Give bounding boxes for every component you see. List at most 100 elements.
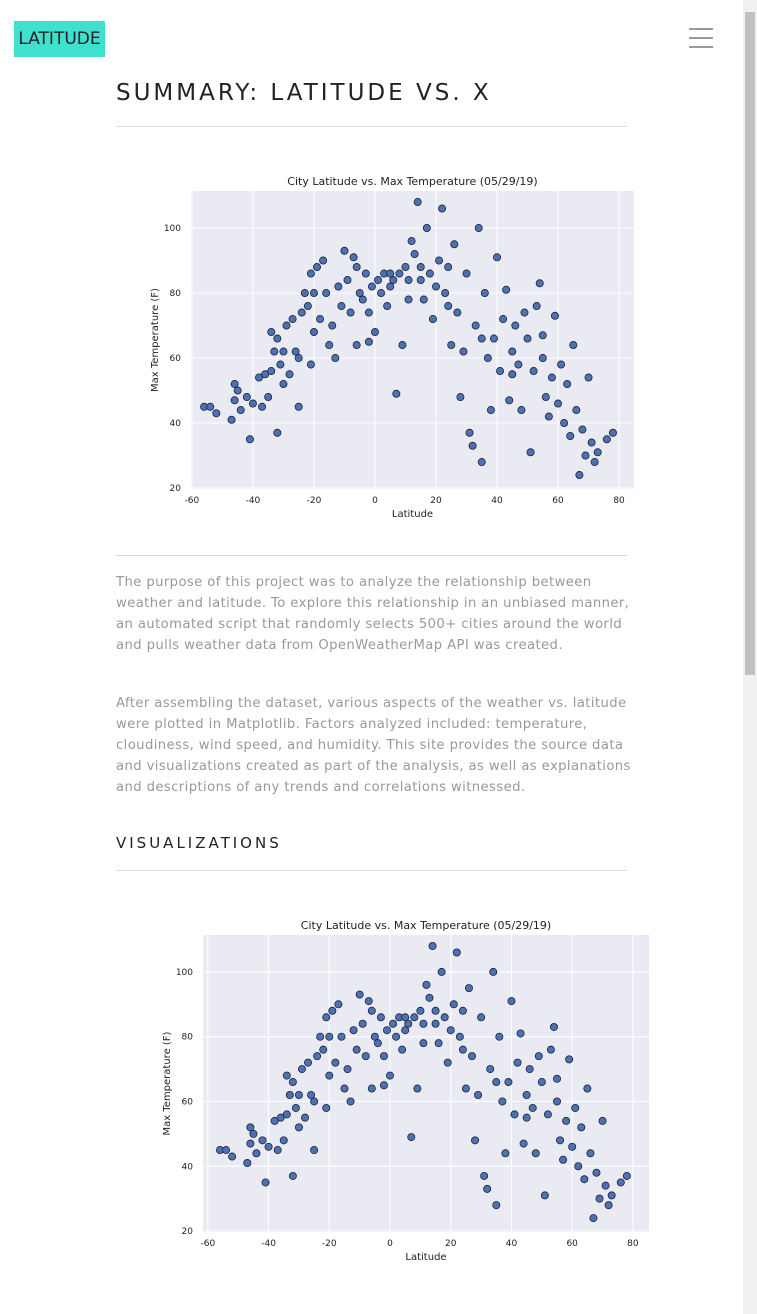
- paragraph: The purpose of this project was to analy…: [116, 575, 630, 653]
- point: [607, 1191, 616, 1200]
- point: [386, 282, 395, 291]
- point: [547, 373, 556, 382]
- point: [584, 373, 593, 382]
- point: [206, 402, 215, 411]
- point: [325, 1032, 334, 1041]
- point: [355, 289, 364, 298]
- point: [273, 428, 282, 437]
- y-tick-label: 20: [170, 484, 182, 494]
- section-title: VISUALIZATIONS: [116, 834, 282, 852]
- point: [392, 1032, 401, 1041]
- divider: [116, 555, 627, 556]
- point: [486, 406, 495, 415]
- point: [386, 1071, 395, 1080]
- point: [258, 1136, 267, 1145]
- point: [456, 393, 465, 402]
- brand[interactable]: LATITUDE: [14, 21, 105, 57]
- point: [416, 1006, 425, 1015]
- point: [477, 334, 486, 343]
- point: [443, 1058, 452, 1067]
- divider: [116, 126, 627, 127]
- point: [407, 237, 416, 246]
- x-tick-label: 40: [506, 1239, 518, 1249]
- point: [246, 1123, 255, 1132]
- point: [514, 360, 523, 369]
- point: [431, 282, 440, 291]
- point: [592, 1168, 601, 1177]
- point: [294, 1090, 303, 1099]
- point: [435, 256, 444, 265]
- point: [328, 321, 337, 330]
- point: [349, 253, 358, 262]
- x-axis-label: Latitude: [405, 1252, 446, 1263]
- point: [264, 393, 273, 402]
- point: [471, 1136, 480, 1145]
- chart-title: City Latitude vs. Max Temperature (05/29…: [287, 175, 537, 188]
- point: [304, 1058, 313, 1067]
- point: [343, 1065, 352, 1074]
- point: [608, 428, 617, 437]
- point: [495, 1032, 504, 1041]
- point: [267, 328, 276, 337]
- menu-button[interactable]: [689, 28, 713, 48]
- y-tick-label: 80: [182, 1033, 194, 1043]
- point: [291, 1103, 300, 1112]
- point: [410, 250, 419, 259]
- point: [294, 354, 303, 363]
- point: [416, 276, 425, 285]
- x-tick-label: 80: [613, 496, 625, 506]
- point: [458, 1006, 467, 1015]
- point: [563, 380, 572, 389]
- point: [301, 1113, 310, 1122]
- point: [566, 432, 575, 441]
- point: [480, 1171, 489, 1180]
- point: [565, 1055, 574, 1064]
- point: [498, 1097, 507, 1106]
- y-tick-label: 100: [164, 224, 181, 234]
- point: [544, 412, 553, 421]
- point: [549, 1022, 558, 1031]
- point: [306, 269, 315, 278]
- point: [568, 1142, 577, 1151]
- point: [355, 990, 364, 999]
- point: [507, 997, 516, 1006]
- point: [222, 1146, 231, 1155]
- point: [407, 1133, 416, 1142]
- scrollbar-thumb[interactable]: [745, 12, 755, 675]
- point: [291, 347, 300, 356]
- point: [571, 1103, 580, 1112]
- point: [282, 1110, 291, 1119]
- chart: -60 -40 -20 0 20 40 60 80 20 40 60 80 100 City Latitu…: [150, 175, 634, 520]
- point: [511, 321, 520, 330]
- point: [422, 980, 431, 989]
- point: [577, 1123, 586, 1132]
- point: [340, 1084, 349, 1093]
- point: [523, 334, 532, 343]
- x-tick-label: 20: [430, 496, 442, 506]
- point: [395, 269, 404, 278]
- x-tick-label: -60: [201, 1239, 216, 1249]
- scrollbar[interactable]: [743, 0, 757, 1314]
- point: [520, 308, 529, 317]
- divider: [116, 870, 627, 871]
- point: [392, 389, 401, 398]
- point: [502, 285, 511, 294]
- point: [616, 1178, 625, 1187]
- point: [532, 302, 541, 311]
- point: [453, 308, 462, 317]
- y-tick-label: 40: [170, 419, 182, 429]
- point: [538, 331, 547, 340]
- point: [346, 308, 355, 317]
- point: [492, 1078, 501, 1087]
- point: [590, 458, 599, 467]
- point: [574, 1162, 583, 1171]
- chart: -60 -40 -20 0 20 40 60 80 20 40 60 80 100 City Latitu…: [162, 919, 649, 1263]
- point: [531, 1149, 540, 1158]
- point: [389, 276, 398, 285]
- point: [431, 1019, 440, 1028]
- point: [428, 315, 437, 324]
- point: [468, 441, 477, 450]
- point: [398, 341, 407, 350]
- plot-area: [191, 191, 634, 489]
- point: [276, 1113, 285, 1122]
